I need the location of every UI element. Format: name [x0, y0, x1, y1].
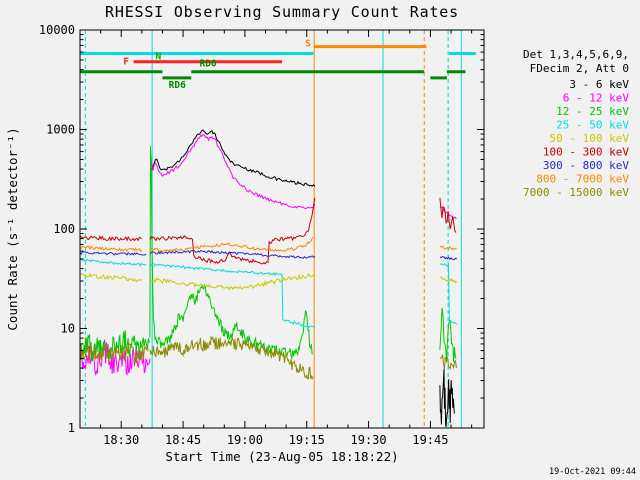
legend-entry: 6 - 12 keV [563, 92, 630, 105]
series-300-800keV [149, 249, 316, 259]
plot-frame [79, 29, 485, 429]
x-tick-label: 19:45 [412, 433, 448, 447]
x-tick-label: 19:30 [351, 433, 387, 447]
series-800-7000keV [439, 245, 457, 251]
y-tick-label: 10000 [39, 23, 75, 37]
legend-entry: 3 - 6 keV [569, 78, 629, 91]
legend-entry: 12 - 25 keV [556, 105, 629, 118]
series-layer [80, 129, 458, 428]
x-tick-label: 19:00 [227, 433, 263, 447]
legend-header: Det 1,3,4,5,6,9, [523, 48, 629, 61]
series-800-7000keV [149, 237, 314, 253]
flag-label-S: S [305, 39, 311, 50]
series-12-25keV [439, 307, 457, 363]
flag-label-RD0: RD0 [200, 59, 217, 70]
flag-bar-layer [80, 45, 476, 80]
legend-entry: 100 - 300 keV [543, 146, 629, 159]
series-25-50keV [149, 263, 316, 329]
series-25-50keV [80, 258, 147, 267]
legend-entry: 50 - 100 keV [550, 132, 630, 145]
legend-entry: 7000 - 15000 keV [523, 186, 629, 199]
plot-generated-timestamp: 19-Oct-2021 09:44 [549, 467, 636, 477]
series-800-7000keV [80, 245, 143, 253]
series-300-800keV [439, 256, 458, 261]
series-50-100keV [149, 273, 316, 291]
legend: Det 1,3,4,5,6,9,FDecim 2, Att 0 3 - 6 keV… [523, 48, 629, 199]
y-tick-label: 100 [53, 222, 75, 236]
series-50-100keV [80, 272, 143, 283]
y-tick-label: 1 [68, 421, 75, 435]
axes-layer: 18:30 18:45 19:00 19:15 19:30 19:45 1 10 100 1000… [39, 23, 485, 447]
flag-label-F: F [123, 57, 129, 68]
flag-label-layer: N F S RD6 RD0 [123, 39, 311, 91]
chart-title: RHESSI Observing Summary Count Rates [105, 3, 459, 21]
series-100-300keV [149, 197, 316, 265]
x-tick-label: 18:30 [103, 433, 139, 447]
series-7000-15000keV [80, 342, 149, 364]
series-3-6keV [150, 129, 316, 187]
series-6-12keV [150, 133, 316, 210]
series-100-300keV [439, 197, 457, 233]
series-300-800keV [80, 251, 147, 256]
series-7000-15000keV [439, 353, 457, 371]
x-axis-label: Start Time (23-Aug-05 18:18:22) [165, 449, 398, 464]
y-axis-label: Count Rate (s⁻¹ detector⁻¹) [5, 127, 20, 330]
x-tick-label: 19:15 [289, 433, 325, 447]
flag-label-RD6: RD6 [169, 80, 186, 91]
series-3-6keV [439, 368, 455, 428]
series-7000-15000keV [149, 335, 314, 381]
y-tick-label: 10 [61, 322, 75, 336]
flag-label-N: N [155, 52, 161, 63]
series-25-50keV [439, 262, 458, 325]
legend-entry: 800 - 7000 keV [536, 173, 629, 186]
series-100-300keV [80, 235, 143, 242]
legend-entry: 25 - 50 keV [556, 119, 629, 132]
vline-layer [84, 30, 462, 428]
y-tick-label: 1000 [46, 123, 75, 137]
legend-header: FDecim 2, Att 0 [530, 62, 629, 75]
x-tick-label: 18:45 [165, 433, 201, 447]
legend-entry: 300 - 800 keV [543, 159, 629, 172]
series-50-100keV [439, 276, 458, 284]
